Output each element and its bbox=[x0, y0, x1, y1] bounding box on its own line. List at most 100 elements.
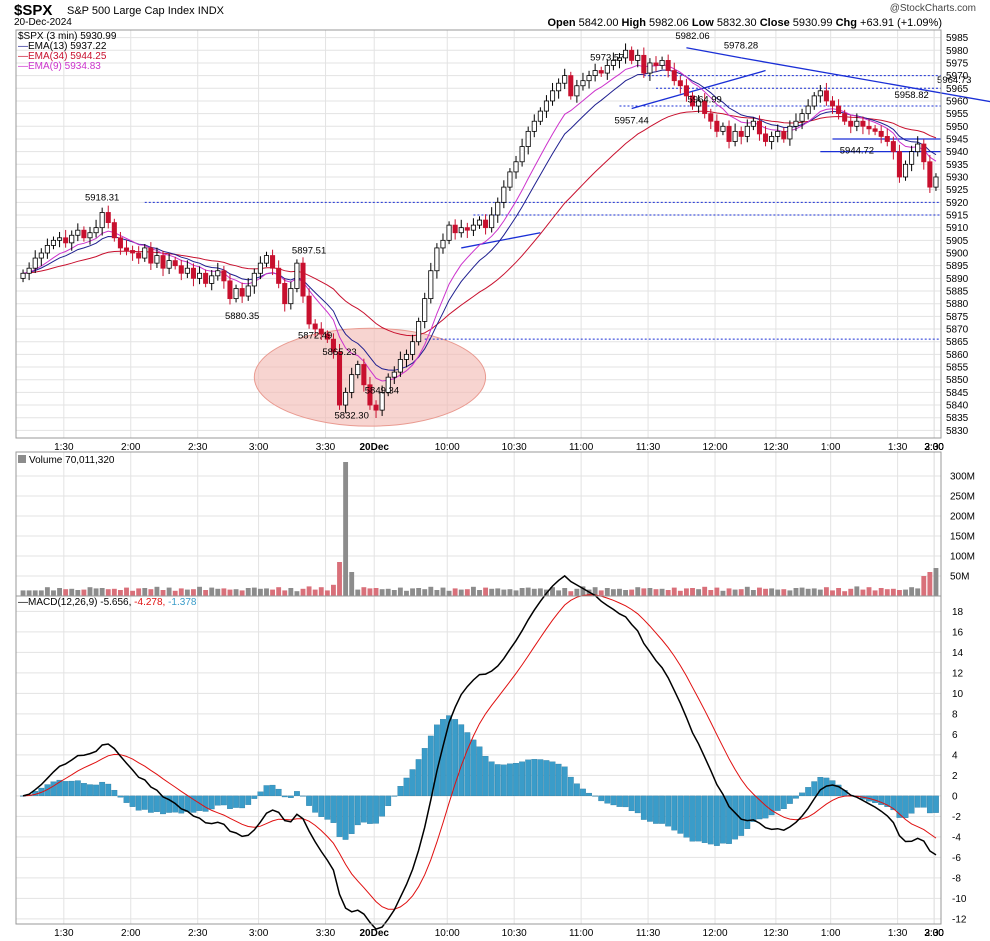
price-tick-label: 5955 bbox=[946, 109, 969, 120]
legend-ema9-swatch: — bbox=[18, 61, 28, 72]
candle bbox=[184, 260, 190, 279]
candle bbox=[817, 84, 823, 103]
candle-body bbox=[99, 212, 105, 229]
candle bbox=[495, 197, 501, 223]
macd-tick-label: 18 bbox=[952, 607, 964, 618]
watermark-logo[interactable]: @StockCharts.com bbox=[889, 3, 976, 14]
macd-hist-bar bbox=[835, 784, 842, 797]
candle bbox=[257, 256, 263, 280]
volume-bar bbox=[890, 588, 896, 596]
candle-body bbox=[26, 267, 32, 274]
macd-tick-label: -12 bbox=[952, 914, 967, 925]
volume-bar bbox=[397, 587, 403, 596]
candle bbox=[604, 59, 610, 80]
macd-tick-label: -10 bbox=[952, 894, 967, 905]
candle bbox=[909, 145, 915, 172]
candle bbox=[568, 71, 574, 100]
macd-hist-bar bbox=[87, 784, 93, 797]
macd-hist-bar bbox=[81, 783, 87, 797]
macd-hist-bar bbox=[74, 780, 81, 797]
candle bbox=[282, 278, 288, 312]
macd-tick-label: 8 bbox=[952, 709, 958, 720]
candle bbox=[75, 223, 81, 242]
candle-body bbox=[123, 247, 130, 251]
macd-tick-label: 14 bbox=[952, 648, 964, 659]
volume-bar bbox=[775, 589, 781, 596]
candle-body bbox=[501, 186, 507, 203]
volume-bar bbox=[75, 590, 81, 596]
macd-hist-bar bbox=[604, 795, 611, 804]
volume-bar bbox=[653, 589, 659, 596]
macd-hist-bar bbox=[488, 761, 495, 797]
volume-bar bbox=[32, 590, 38, 596]
legend-macd: —MACD(12,26,9) -5.656, -4.278, -1.378 bbox=[18, 598, 196, 608]
candle-body bbox=[592, 70, 598, 77]
candle-body bbox=[610, 60, 616, 66]
macd-hist-bar bbox=[793, 795, 799, 799]
volume-bar bbox=[817, 589, 823, 596]
legend-ema34: —EMA(34) 5944.25 bbox=[18, 52, 106, 62]
macd-hist-bar bbox=[592, 795, 599, 797]
candle-body bbox=[294, 262, 300, 289]
volume-bar bbox=[903, 589, 908, 596]
price-tick-label: 5895 bbox=[946, 261, 969, 272]
volume-bar bbox=[909, 587, 915, 596]
price-tick-label: 5905 bbox=[946, 236, 969, 247]
macd-hist-bar bbox=[573, 783, 580, 797]
volume-bar bbox=[860, 589, 866, 596]
volume-bar bbox=[440, 587, 446, 596]
volume-bar bbox=[641, 588, 647, 596]
close-label: Close bbox=[759, 17, 790, 29]
macd-hist-bar bbox=[111, 789, 118, 797]
volume-bar bbox=[927, 572, 933, 596]
volume-bar bbox=[604, 588, 610, 596]
macd-tick-label: 10 bbox=[952, 689, 964, 700]
candle bbox=[373, 400, 379, 418]
candle-body bbox=[842, 113, 848, 122]
volume-bar bbox=[477, 590, 482, 596]
price-tick-label: 5930 bbox=[946, 172, 969, 183]
volume-bar bbox=[519, 588, 525, 596]
candle-body bbox=[829, 100, 836, 107]
candle bbox=[580, 72, 586, 91]
macd-hist-bar bbox=[105, 783, 112, 797]
candle-body bbox=[233, 288, 239, 300]
volume-bar bbox=[209, 587, 215, 596]
legend-signal-value: -4.278, bbox=[134, 597, 166, 608]
candle bbox=[130, 245, 136, 261]
price-tick-label: 5860 bbox=[946, 350, 969, 361]
volume-bar bbox=[696, 589, 702, 596]
price-tick-label: 5920 bbox=[946, 198, 969, 209]
candle bbox=[732, 123, 738, 147]
candle bbox=[178, 259, 184, 281]
macd-hist-bar bbox=[787, 795, 793, 804]
candle bbox=[556, 78, 562, 99]
candle-body bbox=[616, 57, 623, 61]
x-tick-label-bottom: 20Dec bbox=[359, 928, 389, 939]
x-tick-label-top: 10:00 bbox=[435, 442, 460, 453]
volume-bar bbox=[726, 588, 732, 596]
macd-hist-bar bbox=[440, 719, 446, 797]
candle-body bbox=[458, 227, 464, 234]
candle bbox=[574, 79, 580, 103]
candle bbox=[519, 138, 525, 167]
index-name: S&P 500 Large Cap Index INDX bbox=[67, 5, 224, 17]
candle bbox=[336, 343, 343, 410]
volume-bar bbox=[665, 590, 671, 596]
candle bbox=[446, 221, 452, 245]
candle-body bbox=[306, 295, 312, 325]
legend-volume-swatch bbox=[18, 455, 26, 463]
candle bbox=[769, 131, 775, 150]
price-tick-label: 5925 bbox=[946, 185, 969, 196]
macd-hist-bar bbox=[683, 795, 690, 838]
candle-body bbox=[69, 234, 75, 244]
volume-bar bbox=[306, 586, 312, 596]
candle bbox=[677, 75, 683, 94]
macd-hist-bar bbox=[44, 784, 51, 797]
volume-bar bbox=[562, 588, 568, 596]
candle bbox=[872, 125, 878, 136]
volume-bar bbox=[823, 587, 829, 596]
chart-header: $SPX S&P 500 Large Cap Index INDX 20-Dec… bbox=[0, 0, 990, 30]
candle-body bbox=[336, 351, 343, 406]
